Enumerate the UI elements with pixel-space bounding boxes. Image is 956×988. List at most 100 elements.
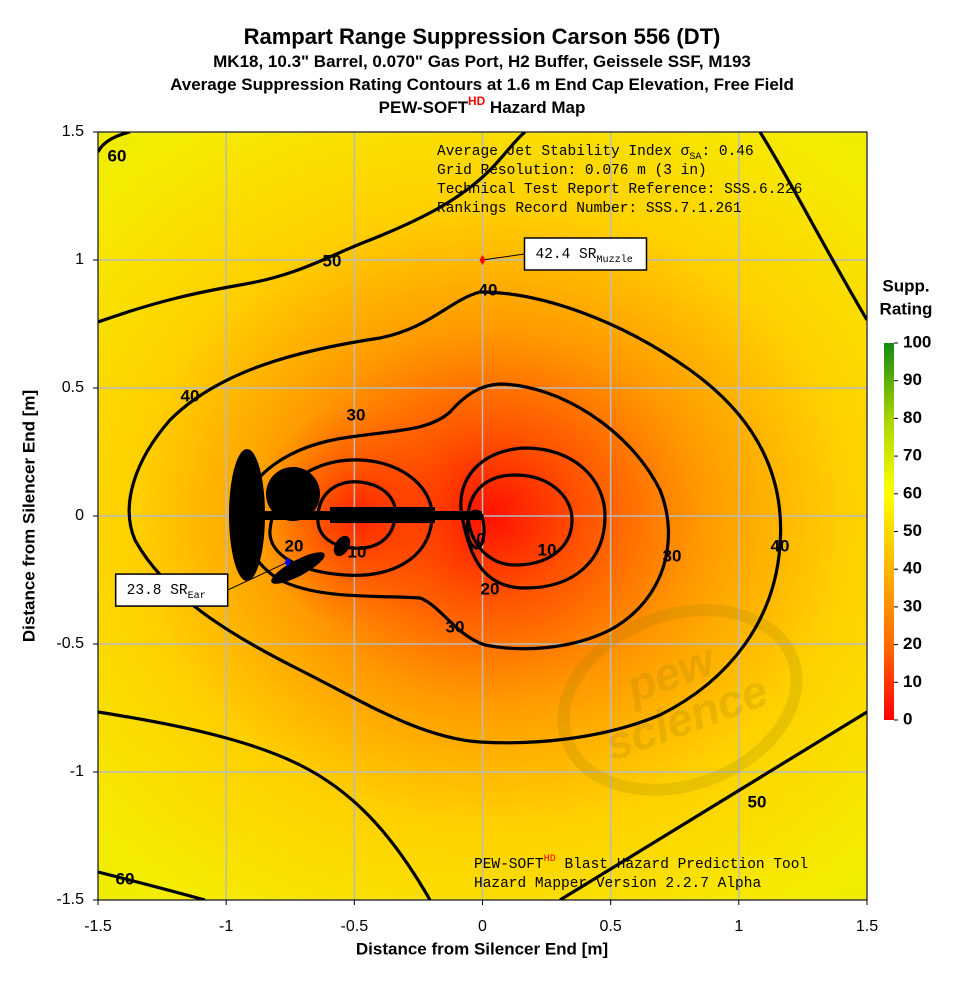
y-tick-label: 0.5 <box>62 379 84 396</box>
contour-label: 20 <box>285 536 304 555</box>
x-tick-label: 1 <box>734 918 743 935</box>
callout-value: 42.4 <box>536 247 571 263</box>
callout-sub: Muzzle <box>596 254 632 266</box>
info-line-part: Average Jet Stability Index σ <box>437 144 690 160</box>
info-line-part: SA <box>689 152 702 163</box>
subtitle: MK18, 10.3" Barrel, 0.070" Gas Port, H2 … <box>213 52 751 71</box>
contour-line <box>98 132 527 324</box>
callout-box <box>114 573 229 607</box>
callout-sub: Ear <box>188 591 206 602</box>
contour-label: 30 <box>663 546 682 565</box>
y-tick-label: -0.5 <box>56 635 84 652</box>
colorbar <box>884 343 894 720</box>
x-axis-label: Distance from Silencer End [m] <box>356 939 608 958</box>
colorbar-tick-label: 20 <box>903 634 922 653</box>
subtitle-part: Hazard Map <box>485 98 585 117</box>
shoulder <box>271 552 325 584</box>
x-tick-label: 1.5 <box>856 918 878 935</box>
contour-label: 10 <box>348 542 367 561</box>
y-axis-label: Distance from Silencer End [m] <box>19 390 38 642</box>
watermark-ring <box>557 604 803 796</box>
subtitle-part: Average Suppression Rating Contours at 1… <box>170 75 794 94</box>
footer-line-part: Blast Hazard Prediction Tool <box>556 857 808 873</box>
x-tick-label: -1.5 <box>84 918 112 935</box>
callout-label: 23.8 SREar <box>127 583 206 602</box>
head <box>266 467 320 521</box>
subtitle: Average Suppression Rating Contours at 1… <box>170 75 794 94</box>
contour-label: 60 <box>116 869 135 888</box>
callout-unit: SR <box>170 583 188 599</box>
callout-unit: SR <box>579 247 597 263</box>
chart-title: Rampart Range Suppression Carson 556 (DT… <box>244 24 721 49</box>
subtitle-part: MK18, 10.3" Barrel, 0.070" Gas Port, H2 … <box>213 52 751 71</box>
colorbar-tick-label: 10 <box>903 672 922 691</box>
callout-box <box>523 237 648 271</box>
footer-line: Hazard Mapper Version 2.2.7 Alpha <box>474 876 761 892</box>
y-tick-label: 0 <box>75 507 84 524</box>
contour-label: 20 <box>481 579 500 598</box>
colorbar-tick-label: 100 <box>903 332 931 351</box>
contour-line <box>466 473 574 567</box>
colorbar-tick-label: 30 <box>903 596 922 615</box>
contour-label: 40 <box>771 536 790 555</box>
y-tick-label: 1 <box>75 251 84 268</box>
contour-line <box>98 870 206 900</box>
x-tick-label: -1 <box>219 918 233 935</box>
info-line: Average Jet Stability Index σSA: 0.46 <box>437 144 754 163</box>
callout-leader <box>227 561 288 591</box>
hand <box>333 535 351 557</box>
callout-leader <box>482 253 525 261</box>
contour-label: 40 <box>479 280 498 299</box>
y-tick-label: -1.5 <box>56 891 84 908</box>
contour-line <box>559 710 867 900</box>
end-cap <box>229 449 265 581</box>
y-tick-label: 1.5 <box>62 123 84 140</box>
colorbar-tick-label: 80 <box>903 408 922 427</box>
contour-line <box>127 290 783 745</box>
colorbar-title: Supp. <box>882 276 929 295</box>
contour-labels: 60 60 50 50 40 40 40 30 30 30 20 20 10 1… <box>108 146 790 888</box>
info-line: Rankings Record Number: SSS.7.1.261 <box>437 201 742 217</box>
contour-label: 50 <box>748 792 767 811</box>
colorbar-tick-label: 40 <box>903 559 922 578</box>
contour-label: 10 <box>538 540 557 559</box>
footer-line-part: PEW-SOFT <box>474 857 544 873</box>
colorbar-tick-label: 70 <box>903 446 922 465</box>
colorbar-tick-label: 60 <box>903 483 922 502</box>
footer-line-part: Hazard Mapper Version 2.2.7 Alpha <box>474 876 761 892</box>
firearm <box>229 449 482 584</box>
x-tick-label: 0.5 <box>600 918 622 935</box>
callout-label: 42.4 SRMuzzle <box>536 247 633 266</box>
subtitle-part: HD <box>468 94 486 108</box>
info-line-part: Rankings Record Number: SSS.7.1.261 <box>437 201 742 217</box>
info-line: Technical Test Report Reference: SSS.6.2… <box>437 182 802 198</box>
contour-label: 60 <box>108 146 127 165</box>
colorbar-tick-label: 90 <box>903 370 922 389</box>
suppressor <box>330 507 435 523</box>
x-tick-label: -0.5 <box>341 918 369 935</box>
point-marker <box>284 557 291 568</box>
contour-label: 40 <box>181 386 200 405</box>
colorbar-title: Rating <box>880 299 933 318</box>
callout-value: 23.8 <box>127 583 162 599</box>
subtitle-part: PEW-SOFT <box>379 98 469 117</box>
x-tick-label: 0 <box>478 918 487 935</box>
subtitle: PEW-SOFTHD Hazard Map <box>379 94 586 117</box>
footer-line: PEW-SOFTHD Blast Hazard Prediction Tool <box>474 854 808 873</box>
y-tick-label: -1 <box>70 763 84 780</box>
contour-line <box>98 710 432 900</box>
info-line-part: : 0.46 <box>702 144 754 160</box>
point-marker <box>479 255 486 265</box>
contour-line <box>98 132 131 153</box>
contour-label: 0 <box>476 529 485 548</box>
contour-label: 30 <box>347 405 366 424</box>
info-line-part: Technical Test Report Reference: SSS.6.2… <box>437 182 802 198</box>
colorbar-tick-label: 0 <box>903 709 912 728</box>
contour-line <box>459 446 607 590</box>
info-line: Grid Resolution: 0.076 m (3 in) <box>437 163 707 179</box>
contour-label: 50 <box>323 251 342 270</box>
contour-line <box>240 382 671 651</box>
footer-line-part: HD <box>544 854 556 865</box>
contour-line <box>758 132 867 321</box>
